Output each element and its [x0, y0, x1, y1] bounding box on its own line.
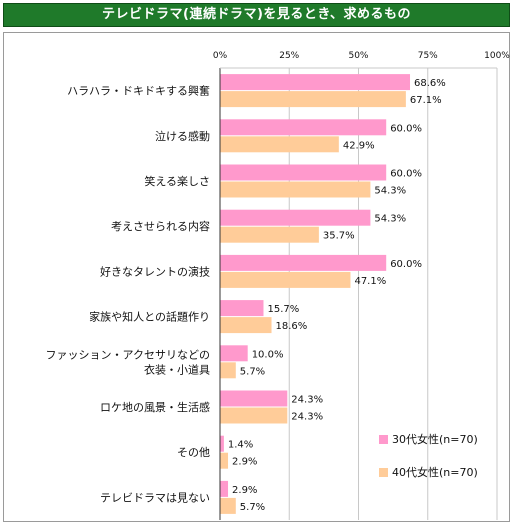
category-label: 好きなタレントの演技 [100, 264, 210, 278]
bar-40s [220, 181, 371, 198]
bar-30s [220, 390, 288, 407]
data-label: 42.9% [343, 140, 375, 151]
data-label: 67.1% [410, 95, 442, 106]
bar-40s [220, 317, 272, 334]
x-tick-label: 0% [213, 51, 228, 61]
bar-30s [220, 119, 387, 136]
bar-30s [220, 300, 264, 317]
bar-30s [220, 164, 387, 181]
bar-30s [220, 480, 229, 497]
data-label: 18.6% [276, 321, 308, 332]
category-label: テレビドラマは見ない [100, 491, 210, 504]
bar-30s [220, 345, 248, 362]
data-label: 5.7% [240, 366, 265, 377]
chart-frame [3, 32, 510, 522]
data-label: 54.3% [374, 186, 406, 197]
data-label: 2.9% [232, 457, 257, 468]
data-label: 35.7% [323, 231, 355, 242]
category-label: 考えさせられる内容 [111, 219, 210, 233]
data-label: 54.3% [374, 214, 406, 225]
category-label: 衣装・小道具 [144, 362, 210, 376]
bar-40s [220, 136, 339, 153]
bar-30s [220, 209, 371, 226]
bar-30s [220, 435, 224, 452]
bar-40s [220, 497, 236, 514]
legend-swatch-30s [379, 435, 388, 444]
data-label: 47.1% [354, 276, 386, 287]
category-label: 泣ける感動 [155, 129, 210, 143]
category-label: その他 [177, 446, 210, 459]
x-tick-label: 50% [348, 51, 368, 61]
bar-30s [220, 74, 411, 91]
category-label: 家族や知人との話題作り [89, 310, 210, 324]
legend-label: 30代女性(n=70) [392, 432, 478, 446]
data-label: 10.0% [252, 349, 284, 360]
data-label: 15.7% [267, 304, 299, 315]
legend-label: 40代女性(n=70) [392, 465, 478, 479]
data-label: 68.6% [414, 78, 446, 89]
legend-swatch-40s [379, 468, 388, 477]
category-label: ファッション・アクセサリなどの [46, 348, 210, 361]
category-label: ロケ地の風景・生活感 [100, 400, 210, 414]
x-tick-label: 25% [279, 51, 299, 61]
bar-40s [220, 407, 288, 424]
data-label: 24.3% [291, 412, 323, 423]
bar-40s [220, 362, 236, 379]
data-label: 1.4% [228, 440, 253, 451]
data-label: 24.3% [291, 395, 323, 406]
data-label: 60.0% [390, 259, 422, 270]
bar-40s [220, 452, 229, 469]
bar-40s [220, 271, 351, 288]
data-label: 60.0% [390, 123, 422, 134]
x-tick-label: 100% [484, 51, 510, 61]
chart-title: テレビドラマ(連続ドラマ)を見るとき、求めるもの [102, 7, 411, 22]
x-tick-label: 75% [418, 51, 438, 61]
bar-40s [220, 91, 406, 108]
category-label: 笑える楽しさ [144, 174, 210, 188]
data-label: 60.0% [390, 169, 422, 180]
data-label: 5.7% [240, 502, 265, 513]
chart-title-bar: テレビドラマ(連続ドラマ)を見るとき、求めるもの [3, 3, 510, 27]
data-label: 2.9% [232, 485, 257, 496]
bar-30s [220, 254, 387, 271]
category-label: ハラハラ・ドキドキする興奮 [67, 84, 210, 98]
bar-40s [220, 226, 319, 243]
